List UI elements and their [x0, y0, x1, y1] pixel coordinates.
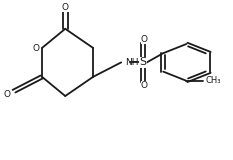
Text: O: O [62, 3, 69, 12]
Text: NH: NH [125, 58, 138, 67]
Text: O: O [141, 35, 148, 44]
Text: S: S [140, 57, 147, 67]
Text: CH₃: CH₃ [206, 76, 221, 85]
Text: O: O [33, 44, 40, 52]
Text: O: O [141, 81, 148, 90]
Text: O: O [3, 90, 10, 99]
